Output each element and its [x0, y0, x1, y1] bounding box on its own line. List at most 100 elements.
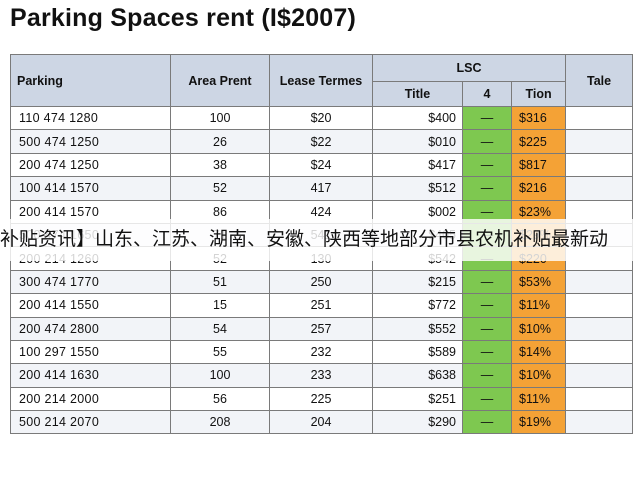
cell-tion: $11%	[510, 293, 567, 318]
cell-tale	[565, 105, 634, 131]
cell-parking: 200 474 1250	[10, 152, 171, 178]
cell-parking: 300 474 1770	[10, 269, 171, 295]
cell-four: —	[462, 410, 512, 435]
table-header: Parking Area Prent Lease Termes LSC Tale…	[10, 54, 634, 107]
cell-lease: 232	[269, 339, 373, 365]
table-row: 200 414 1550 15 251 $772— $11%	[10, 293, 634, 318]
header-area: Area Prent	[170, 54, 270, 107]
cell-four: —	[462, 152, 512, 178]
cell-tion: $817	[510, 152, 567, 178]
table-body: 110 474 1280 100 $20 $400— $316 500 474 1250 2…	[10, 105, 634, 435]
cell-four: —	[462, 386, 512, 412]
page-title: Parking Spaces rent (I$2007)	[10, 4, 357, 32]
cell-lease: $22	[269, 129, 373, 154]
cell-tion: $14%	[510, 339, 567, 365]
table-row: 200 414 1630 100 233 $638— $10%	[10, 363, 634, 388]
cell-lease: 417	[269, 176, 373, 201]
cell-title: $552	[372, 316, 463, 341]
cell-four: —	[462, 293, 512, 318]
header-lsc: LSC	[371, 54, 567, 82]
cell-four: —	[462, 176, 512, 201]
cell-title: $251	[372, 386, 463, 412]
cell-parking: 200 474 2800	[10, 316, 171, 341]
cell-area: 55	[170, 339, 270, 365]
cell-tale	[565, 410, 634, 435]
cell-area: 15	[170, 293, 270, 318]
cell-parking: 500 474 1250	[10, 129, 171, 154]
overlay-banner: 补贴资讯】山东、江苏、湖南、安徽、陕西等地部分市县农机补贴最新动	[0, 219, 640, 261]
cell-tale	[565, 363, 634, 388]
cell-four: —	[462, 363, 512, 388]
cell-parking: 500 214 2070	[10, 410, 171, 435]
cell-parking: 200 414 1630	[10, 363, 171, 388]
cell-parking: 200 214 2000	[10, 386, 171, 412]
cell-title: $417	[372, 152, 463, 178]
cell-title: $638	[372, 363, 463, 388]
header-four: 4	[462, 81, 512, 107]
cell-area: 54	[170, 316, 270, 341]
cell-parking: 100 297 1550	[10, 339, 171, 365]
cell-parking: 100 414 1570	[10, 176, 171, 201]
header-parking: Parking	[10, 54, 171, 107]
cell-title: $010	[372, 129, 463, 154]
cell-tale	[565, 293, 634, 318]
table-row: 200 214 2000 56 225 $251— $11%	[10, 386, 634, 412]
cell-area: 56	[170, 386, 270, 412]
table-row: 500 474 1250 26 $22 $010— $225	[10, 129, 634, 154]
table-row: 110 474 1280 100 $20 $400— $316	[10, 105, 634, 131]
cell-tale	[565, 386, 634, 412]
cell-title: $512	[372, 176, 463, 201]
cell-four: —	[462, 129, 512, 154]
cell-tion: $53%	[510, 269, 567, 295]
table-row: 100 297 1550 55 232 $589— $14%	[10, 339, 634, 365]
table-row: 200 474 2800 54 257 $552— $10%	[10, 316, 634, 341]
cell-area: 208	[170, 410, 270, 435]
header-tale: Tale	[565, 54, 634, 107]
cell-tale	[565, 129, 634, 154]
cell-title: $215	[372, 269, 463, 295]
cell-area: 100	[170, 105, 270, 131]
header-title: Title	[372, 81, 463, 107]
cell-tion: $10%	[510, 363, 567, 388]
header-tion: Tion	[510, 81, 567, 107]
cell-tion: $10%	[510, 316, 567, 341]
cell-area: 52	[170, 176, 270, 201]
cell-lease: 250	[269, 269, 373, 295]
cell-lease: $24	[269, 152, 373, 178]
table-row: 100 414 1570 52 417 $512— $216	[10, 176, 634, 201]
cell-tion: $316	[510, 105, 567, 131]
cell-title: $290	[372, 410, 463, 435]
cell-title: $772	[372, 293, 463, 318]
cell-lease: $20	[269, 105, 373, 131]
cell-four: —	[462, 339, 512, 365]
header-lease: Lease Termes	[269, 54, 373, 107]
cell-lease: 233	[269, 363, 373, 388]
cell-title: $589	[372, 339, 463, 365]
cell-area: 38	[170, 152, 270, 178]
cell-area: 26	[170, 129, 270, 154]
cell-four: —	[462, 269, 512, 295]
table-row: 200 474 1250 38 $24 $417— $817	[10, 152, 634, 178]
cell-tion: $11%	[510, 386, 567, 412]
cell-tale	[565, 176, 634, 201]
table-row: 300 474 1770 51 250 $215— $53%	[10, 269, 634, 295]
cell-parking: 110 474 1280	[10, 105, 171, 131]
cell-tion: $19%	[510, 410, 567, 435]
cell-tion: $225	[510, 129, 567, 154]
cell-lease: 225	[269, 386, 373, 412]
cell-lease: 204	[269, 410, 373, 435]
parking-table: Parking Area Prent Lease Termes LSC Tale…	[10, 54, 634, 435]
cell-area: 100	[170, 363, 270, 388]
cell-area: 51	[170, 269, 270, 295]
cell-parking: 200 414 1550	[10, 293, 171, 318]
cell-lease: 257	[269, 316, 373, 341]
cell-tale	[565, 152, 634, 178]
cell-tale	[565, 269, 634, 295]
cell-four: —	[462, 105, 512, 131]
cell-lease: 251	[269, 293, 373, 318]
cell-title: $400	[372, 105, 463, 131]
cell-tion: $216	[510, 176, 567, 201]
cell-four: —	[462, 316, 512, 341]
cell-tale	[565, 316, 634, 341]
table-row: 500 214 2070 208 204 $290— $19%	[10, 410, 634, 435]
